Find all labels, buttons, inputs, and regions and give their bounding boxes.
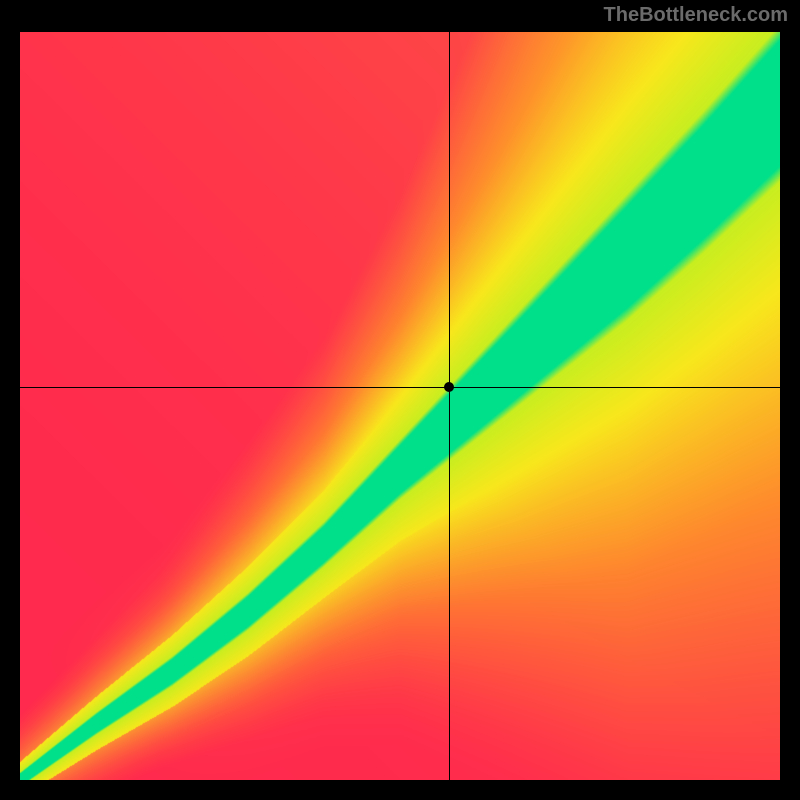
watermark-text: TheBottleneck.com — [604, 4, 788, 27]
crosshair-marker — [444, 382, 454, 392]
chart-container: TheBottleneck.com — [0, 0, 800, 800]
bottleneck-heatmap — [20, 32, 780, 780]
crosshair-horizontal — [20, 387, 780, 388]
crosshair-vertical — [449, 32, 450, 780]
